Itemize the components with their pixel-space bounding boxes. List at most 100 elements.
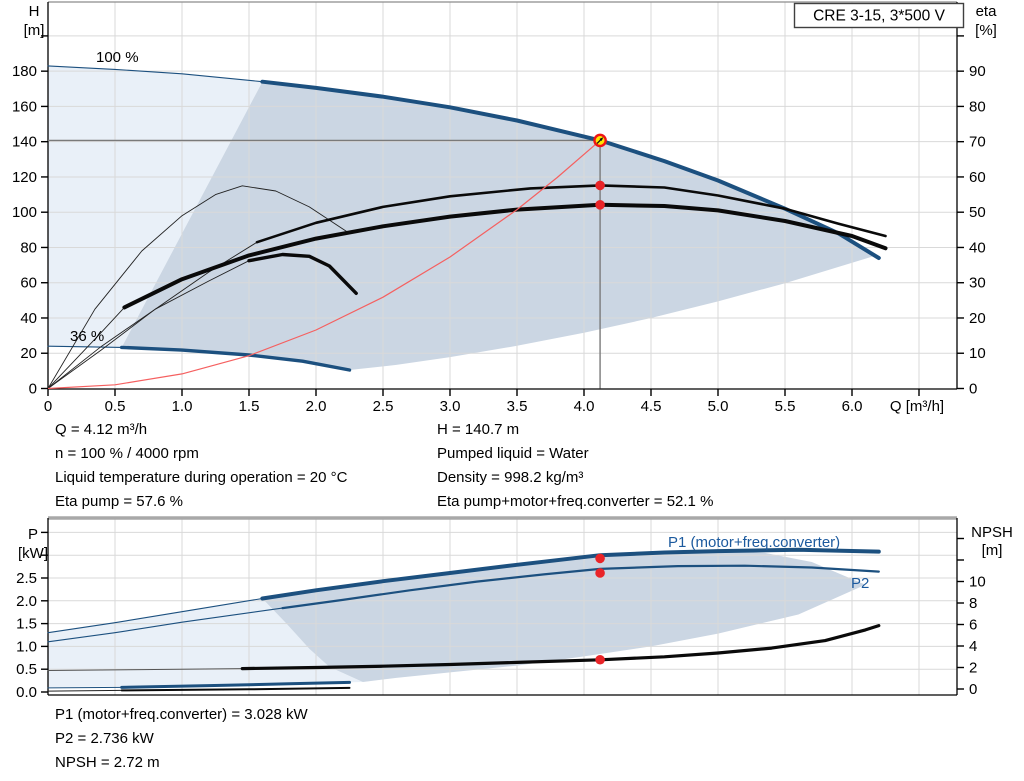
duty-annotations-left: Q = 4.12 m³/h n = 100 % / 4000 rpm Liqui…: [55, 418, 347, 514]
tick-label: 140: [12, 134, 37, 151]
tick-label: 5.5: [775, 398, 796, 415]
pump-title-box: [793, 2, 965, 29]
curve-label: 100 %: [96, 49, 139, 66]
result-dot: [595, 180, 605, 191]
curve-p2-36: [120, 686, 351, 692]
tick-label: 60: [969, 169, 986, 186]
curve-system-curve: [47, 139, 601, 390]
tick-label: 180: [12, 63, 37, 80]
curve-p2: [281, 564, 880, 610]
annotation-line: Density = 998.2 kg/m³: [437, 469, 584, 486]
tick-label: 120: [12, 169, 37, 186]
curve-qh-100-thin: [47, 65, 263, 83]
annotation-line: P2 = 2.736 kW: [55, 730, 154, 747]
tick-label: 50: [969, 204, 986, 221]
tick-label: 20: [20, 345, 37, 362]
curve-p2-36-lead: [47, 689, 123, 692]
pump-title: CRE 3-15, 3*500 V: [813, 8, 945, 25]
tick-label: 3.0: [440, 398, 461, 415]
tick-label: 80: [969, 98, 986, 115]
region-envelope-light: [48, 65, 263, 348]
result-dot: [595, 553, 605, 564]
curve-qh-36-thin: [47, 345, 123, 348]
tick-label: 60: [20, 275, 37, 292]
p-axis-unit: [kW]: [18, 545, 48, 562]
q-axis-label: Q [m³/h]: [890, 398, 944, 415]
power-npsh-chart: 0.0 0.5 1.0 1.5 2.0 2.5 0 2 4 6 8 10 P1 (motor+freq.…: [16, 516, 986, 701]
annotation-line: NPSH = 2.72 m: [55, 754, 160, 771]
annotation-line: n = 100 % / 4000 rpm: [55, 445, 199, 462]
annotation-line: H = 140.7 m: [437, 421, 520, 438]
region-envelope-light: [48, 598, 363, 687]
result-dot: [595, 199, 605, 210]
annotation-line: Eta pump = 57.6 %: [55, 493, 183, 510]
tick-label: 40: [969, 239, 986, 256]
tick-label: 2.0: [16, 593, 37, 610]
tick-label: 3.5: [507, 398, 528, 415]
tick-label: 0.0: [16, 684, 37, 701]
annotation-line: Q = 4.12 m³/h: [55, 421, 148, 438]
curve-npsh: [240, 624, 881, 671]
annotation-line: Liquid temperature during operation = 20…: [55, 469, 348, 486]
power-annotations: P1 (motor+freq.converter) = 3.028 kW P2 …: [55, 703, 308, 775]
tick-label: 0.5: [16, 661, 37, 678]
tick-label: 20: [969, 310, 986, 327]
tick-label: 1.5: [16, 616, 37, 633]
h-axis-unit: [m]: [24, 22, 45, 39]
tick-label: 1.5: [239, 398, 260, 415]
tick-label: 4: [969, 638, 977, 655]
curve-eta-low-lead: [47, 260, 250, 389]
tick-label: 80: [20, 239, 37, 256]
region-envelope-dark: [262, 551, 866, 682]
duty-point-marker[interactable]: [593, 133, 607, 148]
annotation-line: P1 (motor+freq.converter) = 3.028 kW: [55, 706, 308, 723]
tick-label: 0: [969, 681, 977, 698]
h-axis-label: H: [29, 3, 40, 20]
tick-label: 1.0: [16, 638, 37, 655]
tick-label: 100: [12, 204, 37, 221]
eta-axis-unit: [%]: [975, 22, 997, 39]
tick-label: 0: [44, 398, 52, 415]
tick-label: 160: [12, 98, 37, 115]
qh-eta-chart: 0 20 40 60 80 100 120 140 160 180 0 10 20 30 40 50 60 70 8…: [12, 1, 986, 415]
tick-label: 0: [969, 381, 977, 398]
tick-label: 70: [969, 134, 986, 151]
curve-eta-total-lead: [47, 306, 125, 389]
npsh-axis-unit: [m]: [982, 542, 1003, 559]
curve-p2-lead: [47, 607, 284, 643]
tick-label: 6: [969, 617, 977, 634]
tick-label: 0: [29, 381, 37, 398]
result-dot: [595, 568, 605, 578]
annotation-line: Eta pump+motor+freq.converter = 52.1 %: [437, 493, 714, 510]
tick-label: 8: [969, 595, 977, 612]
curve-eta-arc-thin: [47, 185, 350, 389]
curve-p1: [260, 547, 881, 601]
region-envelope-dark: [121, 81, 879, 370]
tick-label: 90: [969, 63, 986, 80]
tick-label: 2.0: [306, 398, 327, 415]
tick-label: 2.5: [373, 398, 394, 415]
curve-p1-lead: [47, 597, 263, 634]
curve-label: P2: [851, 575, 869, 592]
duty-annotations-right: H = 140.7 m Pumped liquid = Water Densit…: [437, 418, 713, 514]
tick-label: 4.5: [641, 398, 662, 415]
annotation-line: Pumped liquid = Water: [437, 445, 589, 462]
curve-npsh-lead: [47, 668, 243, 671]
result-dot: [595, 654, 605, 665]
tick-label: 10: [969, 574, 986, 591]
tick-label: 2: [969, 660, 977, 677]
curve-label: P1 (motor+freq.converter): [668, 534, 840, 551]
curve-qh-36: [120, 345, 352, 372]
tick-label: 40: [20, 310, 37, 327]
npsh-axis-label: NPSH: [971, 524, 1013, 541]
tick-label: 0.5: [105, 398, 126, 415]
curve-p1-36: [120, 680, 351, 689]
p-axis-label: P: [28, 526, 38, 543]
curve-eta-low: [247, 252, 358, 295]
tick-label: 4.0: [574, 398, 595, 415]
eta-axis-label: eta: [976, 3, 998, 20]
tick-label: 5.0: [708, 398, 729, 415]
duty-arrowhead-icon: [599, 137, 604, 142]
